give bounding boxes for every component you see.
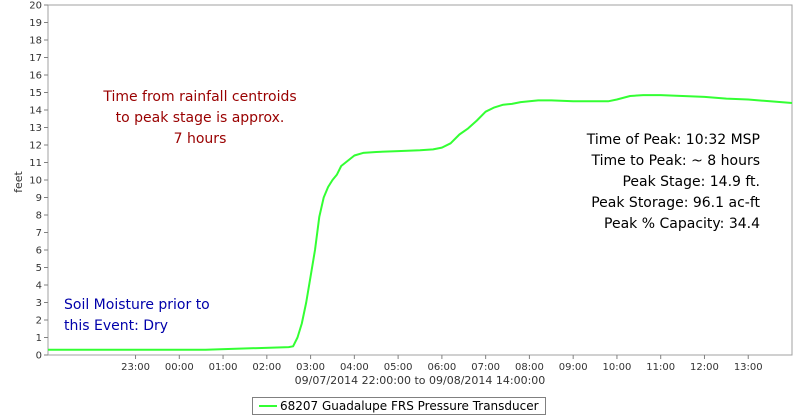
y-tick-label: 3 [36,298,42,309]
legend-series-label: 68207 Guadalupe FRS Pressure Transducer [280,399,539,413]
x-tick-label: 08:00 [515,362,544,373]
annotation-centroid-line1: Time from rainfall centroids [102,89,296,105]
x-axis-label: 09/07/2014 22:00:00 to 09/08/2014 14:00:… [295,374,546,387]
x-tick-label: 04:00 [340,362,369,373]
legend-line-swatch [259,405,277,407]
y-tick-label: 16 [29,71,42,82]
y-tick-label: 11 [29,158,42,169]
plot-area [47,4,793,356]
y-tick-label: 14 [29,106,42,117]
annotation-time-of-peak: Time of Peak: 10:32 MSP [586,132,760,148]
series-line-guadalupe [48,94,793,351]
y-tick-label: 12 [29,141,42,152]
annotation-peak-capacity: Peak % Capacity: 34.4 [604,216,760,232]
x-tick-label: 07:00 [471,362,500,373]
y-tick-label: 20 [29,1,42,12]
x-tick-label: 11:00 [646,362,675,373]
x-tick-label: 10:00 [603,362,632,373]
annotation-time-to-peak: Time to Peak: ~ 8 hours [590,153,760,169]
x-tick-label: 06:00 [427,362,456,373]
y-tick-label: 5 [36,263,42,274]
y-tick-label: 2 [36,316,42,327]
x-tick-label: 01:00 [209,362,238,373]
y-tick-label: 8 [36,211,42,222]
annotation-soil-moisture-line1: Soil Moisture prior to [64,297,210,313]
annotation-centroid-line3: 7 hours [174,131,227,147]
x-tick-label: 05:00 [384,362,413,373]
x-tick-label: 13:00 [734,362,763,373]
y-tick-label: 19 [29,18,42,29]
y-tick-label: 13 [29,123,42,134]
annotation-centroid-line2: to peak stage is approx. [116,110,285,126]
x-tick-label: 23:00 [121,362,150,373]
y-tick-label: 9 [36,193,42,204]
y-tick-label: 18 [29,36,42,47]
x-tick-label: 02:00 [252,362,281,373]
x-tick-label: 09:00 [559,362,588,373]
y-tick-label: 4 [36,281,42,292]
annotation-peak-stage: Peak Stage: 14.9 ft. [622,174,760,190]
y-axis-label: feet [12,170,25,192]
x-axis: 23:00 00:00 01:00 02:00 03:00 04:00 05:00 06:00… [121,355,763,373]
y-tick-label: 0 [36,351,42,362]
legend: 68207 Guadalupe FRS Pressure Transducer [252,397,546,415]
y-tick-label: 7 [36,228,42,239]
annotation-peak-storage: Peak Storage: 96.1 ac-ft [591,195,760,211]
x-tick-label: 03:00 [296,362,325,373]
y-tick-label: 6 [36,246,42,257]
y-tick-label: 15 [29,88,42,99]
x-tick-label: 12:00 [690,362,719,373]
y-tick-label: 17 [29,53,42,64]
x-tick-label: 00:00 [165,362,194,373]
y-tick-label: 10 [29,176,42,187]
annotation-soil-moisture-line2: this Event: Dry [64,318,168,334]
y-tick-label: 1 [36,333,42,344]
